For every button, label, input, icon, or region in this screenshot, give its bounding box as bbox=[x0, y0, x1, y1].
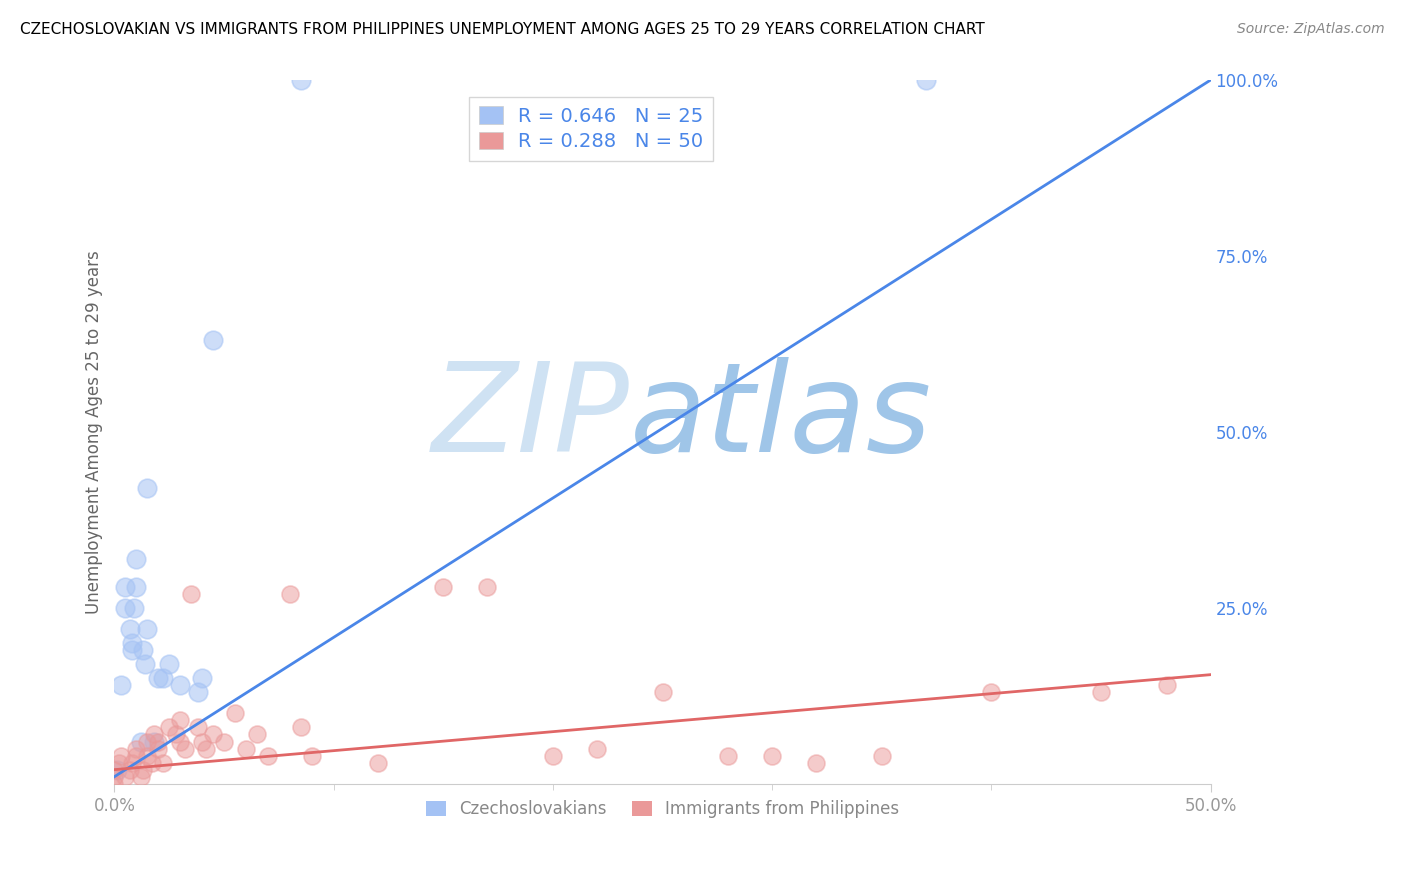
Point bbox=[157, 721, 180, 735]
Point bbox=[136, 481, 159, 495]
Point bbox=[122, 600, 145, 615]
Point bbox=[114, 770, 136, 784]
Point bbox=[202, 727, 225, 741]
Point bbox=[980, 685, 1002, 699]
Point bbox=[169, 734, 191, 748]
Point bbox=[103, 777, 125, 791]
Legend: Czechoslovakians, Immigrants from Philippines: Czechoslovakians, Immigrants from Philip… bbox=[419, 793, 905, 825]
Text: atlas: atlas bbox=[630, 358, 932, 478]
Point bbox=[121, 756, 143, 770]
Point bbox=[870, 748, 893, 763]
Point bbox=[180, 587, 202, 601]
Point bbox=[202, 334, 225, 348]
Point bbox=[290, 721, 312, 735]
Text: CZECHOSLOVAKIAN VS IMMIGRANTS FROM PHILIPPINES UNEMPLOYMENT AMONG AGES 25 TO 29 : CZECHOSLOVAKIAN VS IMMIGRANTS FROM PHILI… bbox=[20, 22, 984, 37]
Y-axis label: Unemployment Among Ages 25 to 29 years: Unemployment Among Ages 25 to 29 years bbox=[86, 250, 103, 614]
Point bbox=[148, 741, 170, 756]
Point bbox=[121, 643, 143, 657]
Point bbox=[717, 748, 740, 763]
Point bbox=[125, 748, 148, 763]
Point bbox=[278, 587, 301, 601]
Point bbox=[129, 734, 152, 748]
Point bbox=[224, 706, 246, 721]
Point bbox=[432, 580, 454, 594]
Point bbox=[136, 622, 159, 636]
Point bbox=[134, 657, 156, 672]
Point bbox=[187, 721, 209, 735]
Point bbox=[195, 741, 218, 756]
Point bbox=[114, 600, 136, 615]
Point bbox=[125, 551, 148, 566]
Point bbox=[169, 678, 191, 692]
Point bbox=[914, 73, 936, 87]
Point bbox=[136, 734, 159, 748]
Point bbox=[110, 748, 132, 763]
Point bbox=[541, 748, 564, 763]
Point bbox=[165, 727, 187, 741]
Point bbox=[301, 748, 323, 763]
Point bbox=[169, 714, 191, 728]
Point bbox=[141, 756, 163, 770]
Point bbox=[152, 756, 174, 770]
Point bbox=[191, 671, 214, 685]
Point bbox=[121, 636, 143, 650]
Point bbox=[114, 580, 136, 594]
Point bbox=[132, 763, 155, 777]
Point bbox=[136, 748, 159, 763]
Point bbox=[103, 770, 125, 784]
Point bbox=[129, 770, 152, 784]
Point bbox=[366, 756, 388, 770]
Point bbox=[651, 685, 673, 699]
Point bbox=[152, 671, 174, 685]
Point bbox=[110, 678, 132, 692]
Point bbox=[187, 685, 209, 699]
Point bbox=[761, 748, 783, 763]
Point bbox=[1090, 685, 1112, 699]
Point bbox=[290, 73, 312, 87]
Point bbox=[107, 756, 129, 770]
Point bbox=[157, 657, 180, 672]
Point bbox=[246, 727, 269, 741]
Point bbox=[105, 763, 128, 777]
Point bbox=[212, 734, 235, 748]
Point bbox=[257, 748, 280, 763]
Point bbox=[132, 643, 155, 657]
Point bbox=[475, 580, 498, 594]
Point bbox=[1156, 678, 1178, 692]
Point bbox=[125, 580, 148, 594]
Text: Source: ZipAtlas.com: Source: ZipAtlas.com bbox=[1237, 22, 1385, 37]
Point bbox=[804, 756, 827, 770]
Point bbox=[142, 727, 165, 741]
Point bbox=[103, 763, 125, 777]
Point bbox=[125, 741, 148, 756]
Text: ZIP: ZIP bbox=[432, 358, 630, 478]
Point bbox=[235, 741, 257, 756]
Point bbox=[148, 671, 170, 685]
Point bbox=[142, 734, 165, 748]
Point bbox=[191, 734, 214, 748]
Point bbox=[173, 741, 195, 756]
Point bbox=[148, 734, 170, 748]
Point bbox=[585, 741, 607, 756]
Point bbox=[118, 622, 141, 636]
Point bbox=[118, 763, 141, 777]
